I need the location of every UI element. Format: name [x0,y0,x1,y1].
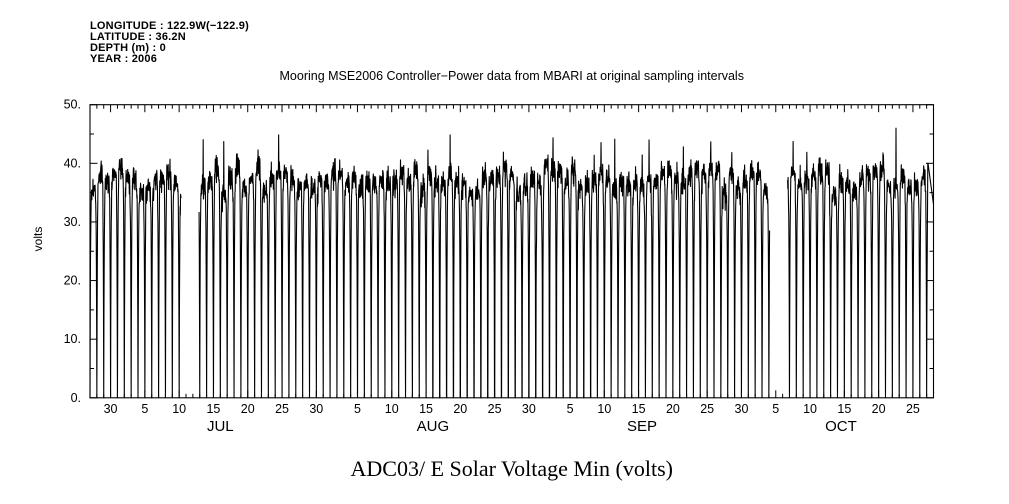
svg-text:5: 5 [141,402,148,416]
svg-text:30: 30 [104,402,118,416]
svg-text:40.: 40. [64,156,81,170]
svg-text:AUG: AUG [417,418,450,435]
svg-text:30: 30 [309,402,323,416]
svg-text:25: 25 [906,402,920,416]
svg-text:5: 5 [354,402,361,416]
svg-text:10: 10 [172,402,186,416]
svg-text:10: 10 [597,402,611,416]
svg-text:10.: 10. [64,332,81,346]
svg-text:5: 5 [772,402,779,416]
svg-text:15: 15 [837,402,851,416]
svg-text:15: 15 [419,402,433,416]
svg-text:25: 25 [275,402,289,416]
svg-text:15: 15 [632,402,646,416]
svg-text:30: 30 [522,402,536,416]
svg-text:SEP: SEP [627,418,657,435]
svg-text:0.: 0. [71,391,81,405]
svg-text:JUL: JUL [207,418,234,435]
svg-text:20.: 20. [64,274,81,288]
svg-text:25: 25 [488,402,502,416]
svg-text:15: 15 [206,402,220,416]
svg-text:30.: 30. [64,215,81,229]
svg-text:5: 5 [567,402,574,416]
svg-text:20: 20 [241,402,255,416]
svg-text:20: 20 [666,402,680,416]
svg-text:50.: 50. [64,98,81,112]
svg-text:20: 20 [872,402,886,416]
svg-text:20: 20 [453,402,467,416]
svg-text:30: 30 [735,402,749,416]
svg-text:25: 25 [700,402,714,416]
svg-text:OCT: OCT [825,418,857,435]
svg-text:10: 10 [385,402,399,416]
svg-text:10: 10 [803,402,817,416]
